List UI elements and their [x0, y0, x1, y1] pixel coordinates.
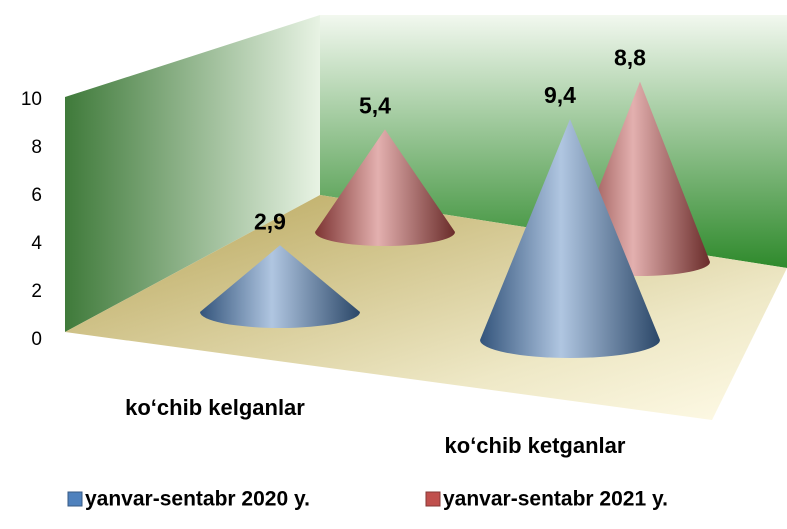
category-label: ko‘chib kelganlar [125, 395, 305, 420]
y-tick-label: 8 [31, 137, 42, 158]
cone [480, 119, 660, 358]
cone [315, 129, 455, 246]
value-label: 8,8 [614, 45, 646, 71]
legend-label: yanvar-sentabr 2021 y. [443, 488, 668, 511]
y-tick-label: 2 [31, 281, 42, 302]
y-tick-label: 4 [31, 233, 42, 254]
y-tick-label: 10 [21, 89, 42, 110]
value-label: 5,4 [359, 92, 391, 118]
cones: 5,4 8,8 2,9 9,4 [200, 45, 710, 358]
y-tick-label: 0 [31, 329, 42, 350]
value-label: 9,4 [544, 82, 576, 108]
y-tick-label: 6 [31, 185, 42, 206]
category-label: ko‘chib ketganlar [445, 433, 626, 458]
left-wall [65, 15, 320, 332]
legend-swatch [67, 491, 83, 507]
cone [200, 245, 360, 328]
legend-label: yanvar-sentabr 2020 y. [85, 488, 310, 511]
legend-swatch [425, 491, 441, 507]
value-label: 2,9 [254, 208, 286, 234]
